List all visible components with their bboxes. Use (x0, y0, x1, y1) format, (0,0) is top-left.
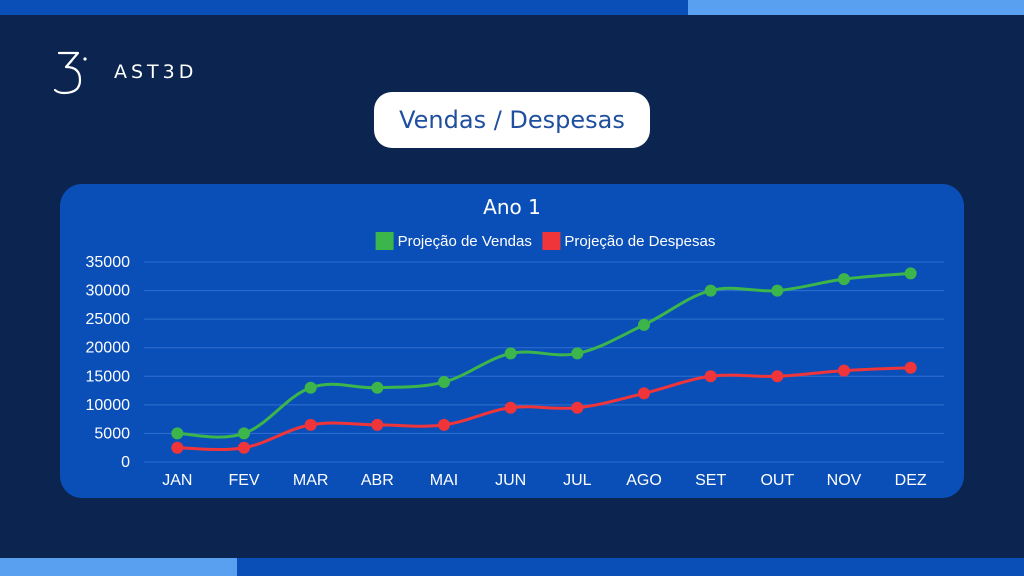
top-accent-bar-light (688, 0, 1024, 15)
line-chart: Ano 1 Projeção de Vendas Projeção de Despe… (86, 195, 944, 489)
legend-label-1: Projeção de Despesas (564, 233, 715, 250)
data-point-1-0 (171, 441, 184, 454)
data-point-1-2 (304, 418, 317, 431)
bottom-accent-bar-dark (237, 558, 1024, 576)
data-point-1-9 (771, 370, 784, 383)
x-tick-label: JAN (162, 472, 192, 489)
logo-mark-icon (53, 51, 87, 95)
data-point-0-2 (304, 381, 317, 394)
data-point-0-4 (438, 376, 450, 388)
data-point-1-5 (504, 401, 517, 414)
y-tick-label: 15000 (86, 368, 131, 385)
y-tick-label: 5000 (94, 425, 130, 442)
chart-card: Ano 1 Projeção de Vendas Projeção de Despe… (60, 184, 964, 498)
data-point-1-1 (238, 441, 250, 454)
data-point-0-6 (571, 347, 584, 360)
data-point-0-8 (704, 284, 717, 297)
legend-swatch-0 (375, 232, 394, 250)
x-tick-label: SET (695, 472, 726, 489)
x-tick-label: MAR (293, 472, 329, 489)
data-point-0-1 (238, 427, 250, 440)
series-line-0 (177, 271, 911, 439)
legend-label-0: Projeção de Vendas (398, 233, 532, 250)
x-tick-label: JUL (563, 472, 592, 489)
data-point-0-7 (638, 318, 650, 331)
x-tick-label: MAI (430, 472, 458, 489)
data-point-1-7 (638, 387, 650, 400)
data-point-0-11 (904, 267, 917, 280)
data-point-0-0 (171, 427, 184, 440)
data-point-0-5 (504, 347, 517, 360)
x-tick-label: NOV (827, 472, 862, 489)
legend-swatch-1 (542, 232, 561, 250)
y-tick-label: 25000 (86, 311, 131, 328)
data-point-1-10 (838, 364, 850, 377)
x-tick-label: DEZ (895, 472, 927, 489)
data-point-1-4 (438, 418, 450, 431)
chart-title: Ano 1 (483, 195, 541, 219)
data-point-1-3 (371, 418, 384, 431)
data-point-0-9 (771, 284, 784, 297)
x-tick-label: AGO (626, 472, 662, 489)
y-tick-label: 20000 (86, 340, 131, 357)
y-tick-label: 10000 (86, 397, 131, 414)
x-tick-label: ABR (361, 472, 394, 489)
slide-title: Vendas / Despesas (374, 92, 650, 148)
bottom-accent-bar-light (0, 558, 237, 576)
series-line-1 (177, 366, 911, 452)
data-point-1-6 (571, 401, 584, 414)
y-tick-label: 35000 (86, 254, 131, 271)
brand-name: AST3D (114, 61, 198, 83)
data-point-1-11 (904, 361, 917, 374)
data-point-1-8 (704, 370, 717, 383)
x-tick-label: OUT (760, 472, 794, 489)
y-tick-label: 30000 (86, 283, 131, 300)
top-accent-bar-dark (0, 0, 688, 15)
x-tick-label: FEV (228, 472, 259, 489)
y-tick-label: 0 (121, 454, 130, 471)
data-point-0-10 (838, 273, 850, 286)
x-tick-label: JUN (495, 472, 526, 489)
brand-logo: AST3D (52, 47, 197, 97)
data-point-0-3 (371, 381, 384, 394)
